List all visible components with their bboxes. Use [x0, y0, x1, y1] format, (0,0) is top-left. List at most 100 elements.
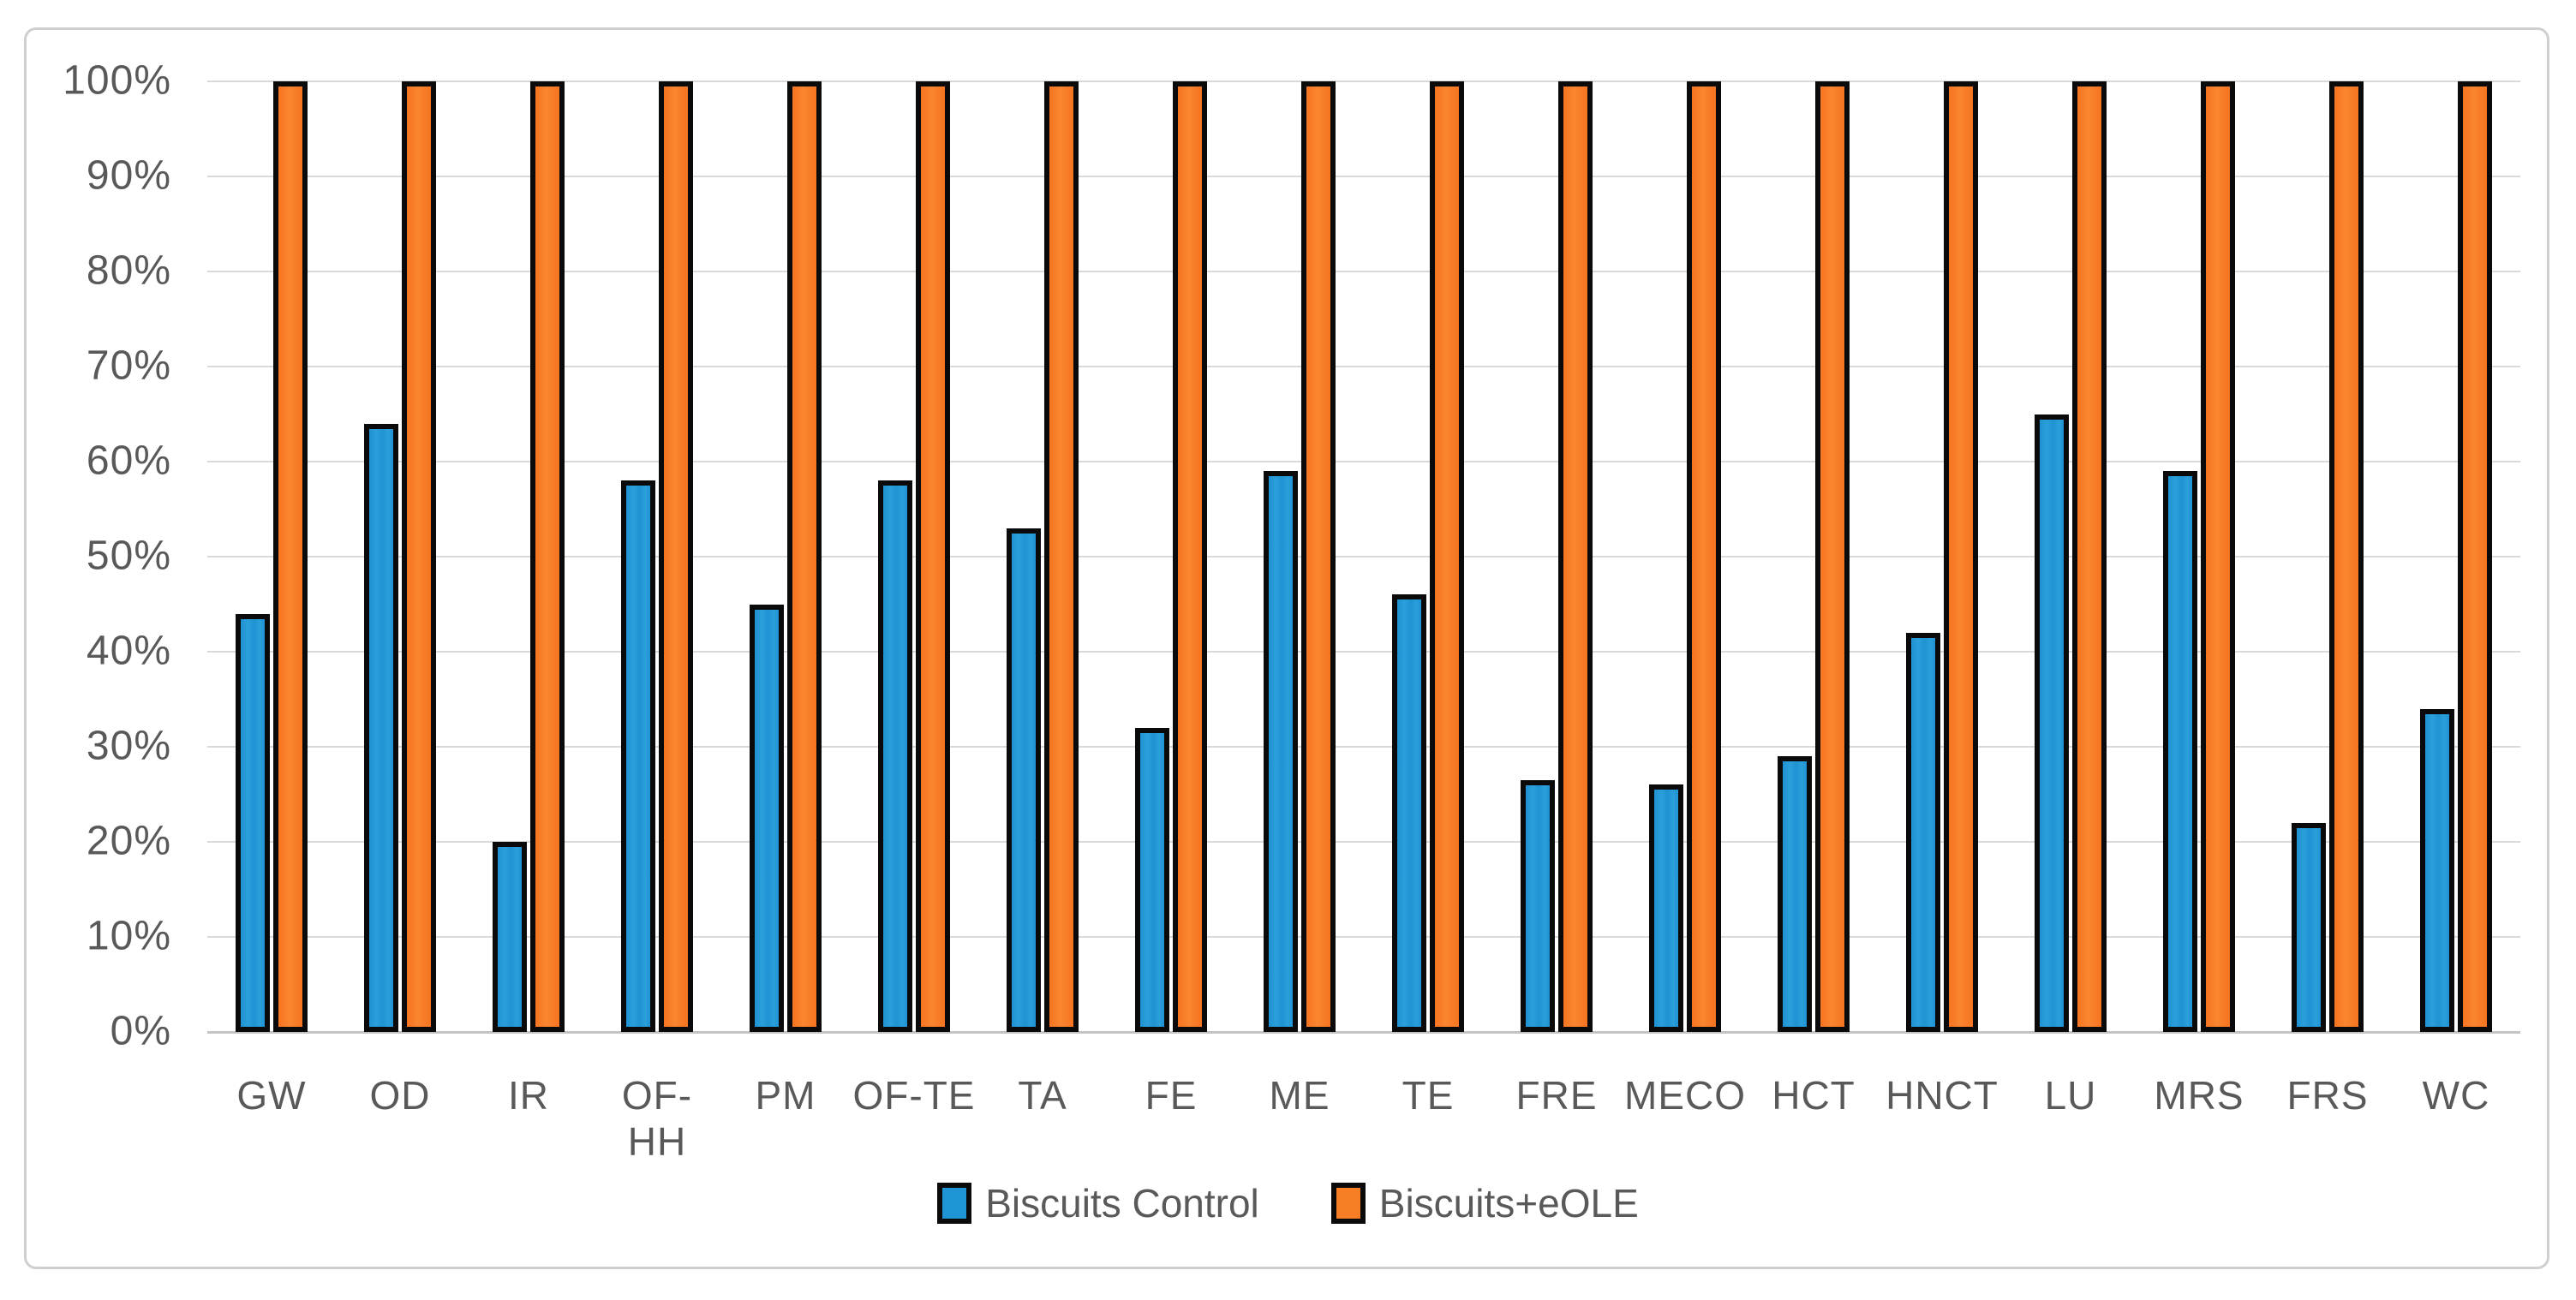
bar-group-hct	[1749, 81, 1878, 1032]
bar-biscuits-control-te	[1392, 594, 1426, 1032]
y-tick-label: 10%	[86, 913, 171, 959]
bar-biscuits-control-of-te	[878, 480, 912, 1032]
bar-biscuits-eole-meco	[1687, 81, 1721, 1032]
y-tick-label: 80%	[86, 247, 171, 294]
y-tick-label: 90%	[86, 152, 171, 199]
bar-group-od	[336, 81, 464, 1032]
bar-biscuits-control-me	[1264, 471, 1298, 1032]
bar-biscuits-control-fre	[1521, 779, 1555, 1032]
x-tick-label-hct: HCT	[1772, 1073, 1856, 1118]
bar-biscuits-eole-te	[1430, 81, 1464, 1032]
x-tick-label-lu: LU	[2044, 1073, 2097, 1118]
bar-biscuits-control-frs	[2292, 822, 2326, 1032]
plot-area	[207, 81, 2520, 1034]
bar-biscuits-eole-pm	[787, 81, 822, 1032]
x-tick-label-hnct: HNCT	[1886, 1073, 1999, 1118]
bar-biscuits-control-wc	[2420, 708, 2454, 1032]
legend-label: Biscuits+eOLE	[1378, 1181, 1639, 1225]
bar-biscuits-eole-lu	[2072, 81, 2107, 1032]
x-tick-label-fe: FE	[1145, 1073, 1198, 1118]
bar-biscuits-control-meco	[1649, 784, 1683, 1032]
x-tick-label-pm: PM	[755, 1073, 816, 1118]
bar-group-wc	[2392, 81, 2520, 1032]
bar-group-fre	[1492, 81, 1621, 1032]
gridline	[207, 176, 2520, 177]
legend-label: Biscuits Control	[985, 1181, 1259, 1225]
bar-group-gw	[207, 81, 336, 1032]
legend: Biscuits Control Biscuits+eOLE	[0, 1180, 2576, 1226]
y-tick-label: 40%	[86, 628, 171, 674]
bar-group-frs	[2263, 81, 2392, 1032]
y-tick-label: 30%	[86, 723, 171, 769]
x-tick-label-od: OD	[369, 1073, 431, 1118]
gridline	[207, 651, 2520, 653]
x-axis-line	[207, 1031, 2520, 1034]
x-tick-label-frs: FRS	[2286, 1073, 2369, 1118]
x-tick-label-meco: MECO	[1624, 1073, 1746, 1118]
x-tick-label-of-te: OF-TE	[852, 1073, 976, 1118]
x-tick-label-ir: IR	[508, 1073, 549, 1118]
x-tick-label-me: ME	[1269, 1073, 1330, 1118]
gridline	[207, 556, 2520, 558]
bar-biscuits-eole-ir	[530, 81, 565, 1032]
bar-biscuits-eole-od	[402, 81, 436, 1032]
bar-biscuits-eole-fre	[1558, 81, 1593, 1032]
bar-biscuits-eole-frs	[2329, 81, 2364, 1032]
y-axis-tick-labels: 100% 90% 80% 70% 60% 50% 40% 30% 20% 10% 0%	[34, 57, 171, 1053]
bar-group-me	[1235, 81, 1364, 1032]
bar-group-meco	[1621, 81, 1749, 1032]
bar-biscuits-control-fe	[1135, 727, 1169, 1032]
bar-biscuits-eole-fe	[1173, 81, 1207, 1032]
legend-swatch-biscuits-eole	[1330, 1183, 1366, 1224]
x-tick-label-of-hh: OF-HH	[621, 1073, 693, 1164]
bar-biscuits-eole-wc	[2458, 81, 2492, 1032]
bar-biscuits-eole-ta	[1044, 81, 1079, 1032]
x-tick-label-wc: WC	[2422, 1073, 2490, 1118]
bar-biscuits-eole-me	[1301, 81, 1336, 1032]
bar-biscuits-control-ta	[1007, 528, 1041, 1032]
bar-biscuits-eole-gw	[273, 81, 308, 1032]
bar-biscuits-control-od	[364, 423, 398, 1032]
bar-biscuits-control-of-hh	[621, 480, 655, 1032]
bar-group-fe	[1107, 81, 1235, 1032]
bar-biscuits-eole-hct	[1815, 81, 1850, 1032]
bar-biscuits-control-gw	[236, 613, 270, 1032]
bar-groups	[207, 81, 2520, 1032]
y-tick-label: 0%	[110, 1008, 171, 1054]
x-axis-tick-labels: GW OD IR OF-HH PM OF-TE TA FE ME TE FRE MECO HCT HNCT…	[207, 1072, 2520, 1165]
x-tick-label-ta: TA	[1018, 1073, 1067, 1118]
bar-biscuits-control-hct	[1778, 756, 1812, 1032]
gridline	[207, 746, 2520, 748]
gridline	[207, 366, 2520, 367]
bar-group-lu	[2006, 81, 2135, 1032]
bar-group-pm	[721, 81, 850, 1032]
x-tick-label-te: TE	[1402, 1073, 1455, 1118]
bar-biscuits-eole-of-hh	[659, 81, 693, 1032]
bar-biscuits-control-hnct	[1906, 632, 1940, 1032]
y-tick-label: 20%	[86, 818, 171, 864]
gridline	[207, 461, 2520, 462]
y-tick-label: 50%	[86, 533, 171, 579]
bar-group-ta	[978, 81, 1107, 1032]
bar-biscuits-control-ir	[493, 842, 527, 1032]
bar-biscuits-eole-hnct	[1944, 81, 1978, 1032]
bar-group-of-te	[850, 81, 978, 1032]
bar-biscuits-eole-mrs	[2201, 81, 2235, 1032]
gridline	[207, 81, 2520, 82]
x-tick-label-gw: GW	[236, 1073, 307, 1118]
bar-biscuits-eole-of-te	[916, 81, 950, 1032]
bar-group-of-hh	[593, 81, 721, 1032]
x-tick-label-mrs: MRS	[2154, 1073, 2244, 1118]
gridline	[207, 271, 2520, 272]
gridline	[207, 936, 2520, 938]
bar-biscuits-control-pm	[750, 604, 784, 1032]
bar-group-te	[1364, 81, 1492, 1032]
x-tick-label-fre: FRE	[1515, 1073, 1598, 1118]
y-tick-label: 60%	[86, 438, 171, 484]
y-tick-label: 70%	[86, 343, 171, 389]
legend-entry-biscuits-control: Biscuits Control	[937, 1180, 1259, 1226]
bar-group-ir	[464, 81, 593, 1032]
bar-group-hnct	[1878, 81, 2006, 1032]
bar-biscuits-control-mrs	[2163, 471, 2197, 1032]
gridline	[207, 841, 2520, 843]
